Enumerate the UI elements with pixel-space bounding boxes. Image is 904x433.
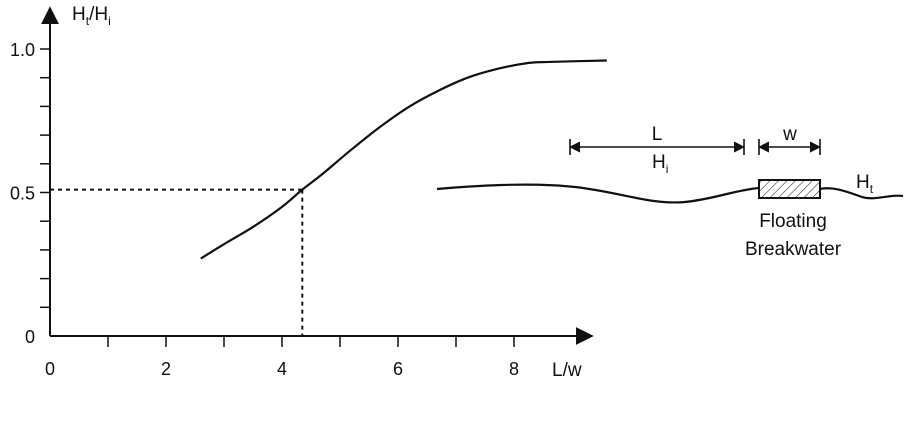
floating-breakwater-block: [758, 179, 821, 199]
x-tick-label: 2: [161, 359, 171, 379]
y-tick-label: 0: [25, 327, 35, 347]
x-tick-label: 0: [45, 359, 55, 379]
y-axis-label-h: H: [72, 4, 86, 25]
x-tick-label: 6: [393, 359, 403, 379]
transmitted-wave-height-label: Ht: [856, 172, 874, 196]
y-tick-label: 1.0: [10, 40, 35, 60]
transmission-curve: [200, 59, 607, 260]
water-surface-wave: [436, 183, 760, 204]
y-axis-label-slash: /H: [89, 4, 108, 25]
transmitted-wave: [819, 187, 904, 200]
y-tick-label: 0.5: [10, 184, 35, 204]
y-axis-label-sub-t: t: [86, 14, 90, 28]
breakwater-caption-line2: Breakwater: [745, 239, 842, 260]
series-layer: [50, 59, 607, 336]
incident-wave-height-label: Hi: [652, 152, 668, 176]
incident-sub: i: [666, 162, 669, 176]
width-label: w: [782, 124, 797, 145]
x-axis-label: L/w: [552, 360, 582, 381]
breakwater-caption-line1: Floating: [759, 211, 827, 232]
y-axis-label-sub-i: i: [108, 14, 111, 28]
y-axis-ticks: 0 0.5 1.0: [10, 40, 50, 347]
transmitted-sub: t: [870, 182, 874, 196]
x-tick-label: 8: [509, 359, 519, 379]
x-axis-ticks: 0 2 4 6 8: [45, 336, 519, 379]
y-axis-label: Ht/Hi: [72, 4, 111, 28]
x-tick-label: 4: [277, 359, 287, 379]
transmitted-h: H: [856, 172, 870, 193]
breakwater-diagram: L w Hi Ht Floating Breakwater: [436, 124, 904, 260]
incident-h: H: [652, 152, 666, 173]
wavelength-label: L: [652, 124, 663, 145]
